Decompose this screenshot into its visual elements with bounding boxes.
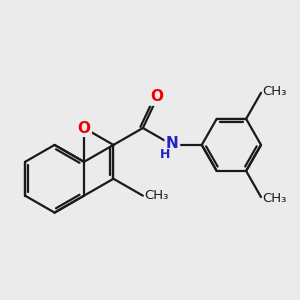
Text: H: H [160,148,170,161]
Text: CH₃: CH₃ [145,188,169,202]
Text: CH₃: CH₃ [263,85,287,98]
Text: CH₃: CH₃ [263,192,287,205]
Text: O: O [77,121,91,136]
Text: O: O [150,89,163,104]
Text: N: N [166,136,179,151]
